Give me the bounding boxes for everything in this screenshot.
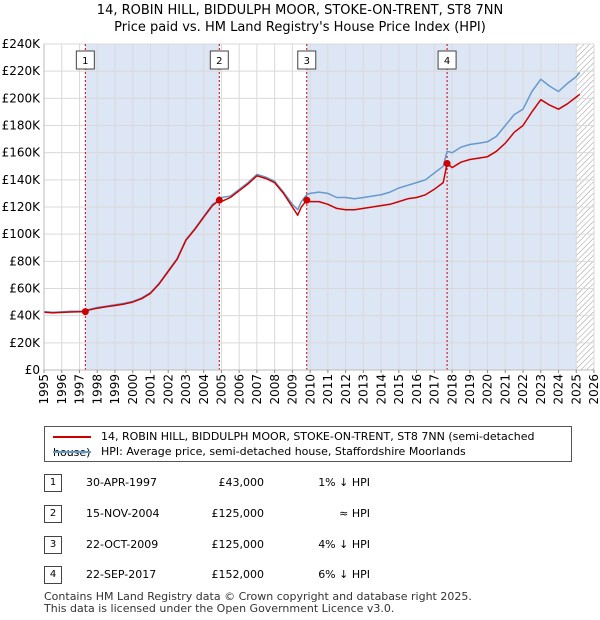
y-tick-label: £20K <box>9 336 41 350</box>
sale-label-text: 3 <box>304 56 310 67</box>
sale-label-box <box>437 50 457 70</box>
sale-label-text: 4 <box>444 56 450 67</box>
x-tick-label: 2010 <box>303 374 317 405</box>
y-tick-label: £240K <box>2 37 42 51</box>
x-tick-label: 2013 <box>357 374 371 405</box>
y-tick-label: £160K <box>2 146 42 160</box>
legend-swatch-blue <box>53 451 91 453</box>
y-tick-label: £80K <box>9 254 41 268</box>
y-tick-label: £100K <box>2 227 42 241</box>
sale-label-box <box>209 50 229 70</box>
x-tick-label: 2020 <box>481 374 495 405</box>
x-tick-label: 1995 <box>37 374 51 405</box>
legend-item-hpi: HPI: Average price, semi-detached house,… <box>53 444 466 460</box>
x-tick-label: 1996 <box>55 374 69 405</box>
footer-copyright: Contains HM Land Registry data © Crown c… <box>44 590 472 603</box>
sale-label: 2 <box>209 50 229 70</box>
x-tick-label: 2004 <box>197 374 211 405</box>
y-tick-label: £0 <box>25 363 40 377</box>
sale-label: 3 <box>297 50 317 70</box>
sale-label: 4 <box>437 50 457 70</box>
price-chart: 1 2 3 4 £0 £20K £40K £60K £80K £100K £120K £140K £16… <box>2 37 600 405</box>
chart-subtitle: Price paid vs. HM Land Registry's House … <box>114 20 486 35</box>
y-tick-label: £60K <box>9 282 41 296</box>
y-tick-label: £180K <box>2 119 42 133</box>
x-tick-label: 2005 <box>215 374 229 405</box>
sale-point <box>215 196 223 204</box>
x-tick-label: 2024 <box>552 374 566 405</box>
x-tick-label: 2015 <box>392 374 406 405</box>
transaction-hpi: 4% ↓ HPI <box>318 538 370 551</box>
x-tick-label: 2017 <box>428 374 442 405</box>
footer-licence: This data is licensed under the Open Gov… <box>44 602 395 615</box>
transaction-date: 22-SEP-2017 <box>86 568 157 581</box>
x-tick-label: 2019 <box>463 374 477 405</box>
x-tick-label: 2002 <box>161 374 175 405</box>
x-tick-label: 2018 <box>445 374 459 405</box>
x-tick-label: 2026 <box>587 374 600 405</box>
x-tick-label: 2011 <box>321 374 335 405</box>
x-tick-label: 2009 <box>286 374 300 405</box>
transaction-date: 15-NOV-2004 <box>86 507 160 520</box>
x-tick-label: 2000 <box>126 374 140 405</box>
transaction-hpi: ≈ HPI <box>339 507 370 520</box>
transaction-hpi: 1% ↓ HPI <box>318 476 370 489</box>
chart-title: 14, ROBIN HILL, BIDDULPH MOOR, STOKE-ON-… <box>96 3 504 18</box>
y-tick-label: £120K <box>2 200 42 214</box>
sale-point <box>443 160 451 168</box>
x-tick-label: 2001 <box>144 374 158 405</box>
transaction-row: 4 22-SEP-2017 £152,000 6% ↓ HPI <box>0 566 600 586</box>
sale-label-text: 1 <box>82 56 88 67</box>
chart-legend: 14, ROBIN HILL, BIDDULPH MOOR, STOKE-ON-… <box>44 426 572 462</box>
transaction-number: 3 <box>44 536 62 554</box>
transaction-row: 1 30-APR-1997 £43,000 1% ↓ HPI <box>0 474 600 494</box>
legend-item-property: 14, ROBIN HILL, BIDDULPH MOOR, STOKE-ON-… <box>53 429 571 459</box>
sale-label-text: 2 <box>216 56 222 67</box>
x-tick-label: 2012 <box>339 374 353 405</box>
transaction-hpi: 6% ↓ HPI <box>318 568 370 581</box>
x-tick-label: 2022 <box>516 374 530 405</box>
x-tick-label: 2016 <box>410 374 424 405</box>
x-tick-label: 2021 <box>498 374 512 405</box>
legend-label-hpi: HPI: Average price, semi-detached house,… <box>101 445 466 458</box>
transaction-price: £125,000 <box>211 507 265 520</box>
sale-label: 1 <box>75 50 95 70</box>
x-tick-label: 2007 <box>250 374 264 405</box>
transaction-number: 1 <box>44 474 62 492</box>
transaction-date: 22-OCT-2009 <box>86 538 159 551</box>
transaction-row: 3 22-OCT-2009 £125,000 4% ↓ HPI <box>0 536 600 556</box>
transaction-number: 2 <box>44 505 62 523</box>
y-tick-label: £200K <box>2 91 42 105</box>
x-tick-label: 2006 <box>232 374 246 405</box>
transaction-row: 2 15-NOV-2004 £125,000 ≈ HPI <box>0 505 600 525</box>
y-tick-label: £140K <box>2 173 42 187</box>
x-tick-label: 2003 <box>179 374 193 405</box>
y-tick-label: £40K <box>9 309 41 323</box>
x-tick-label: 1999 <box>108 374 122 405</box>
sale-label-box <box>75 50 95 70</box>
x-tick-label: 2025 <box>569 374 583 405</box>
transaction-price: £43,000 <box>218 476 265 489</box>
transaction-date: 30-APR-1997 <box>86 476 158 489</box>
transaction-price: £125,000 <box>211 538 265 551</box>
x-tick-label: 1998 <box>90 374 104 405</box>
y-tick-label: £220K <box>2 64 42 78</box>
x-tick-label: 1997 <box>73 374 87 405</box>
x-tick-label: 2023 <box>534 374 548 405</box>
x-tick-label: 2008 <box>268 374 282 405</box>
sale-label-box <box>297 50 317 70</box>
x-tick-label: 2014 <box>374 374 388 405</box>
sale-point <box>81 308 89 316</box>
transaction-price: £152,000 <box>211 568 265 581</box>
sale-point <box>303 196 311 204</box>
legend-swatch-red <box>53 436 91 438</box>
transaction-number: 4 <box>44 566 62 584</box>
